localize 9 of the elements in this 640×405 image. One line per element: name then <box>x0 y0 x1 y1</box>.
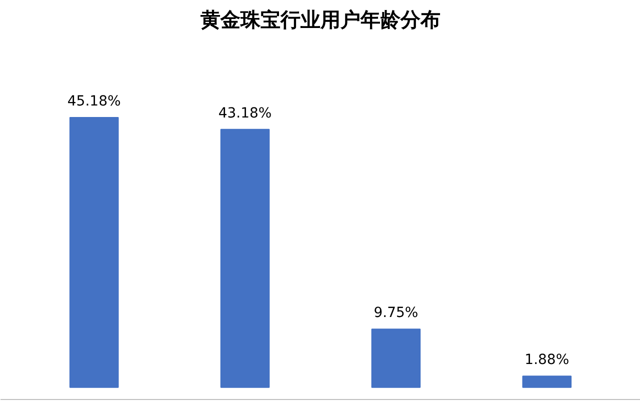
data-label: 9.75% <box>374 305 418 322</box>
bar <box>69 116 119 388</box>
chart-title: 黄金珠宝行业用户年龄分布 <box>200 8 440 32</box>
data-label: 1.88% <box>524 352 570 368</box>
data-label: 45.18% <box>67 93 121 110</box>
bar <box>220 128 270 388</box>
bar <box>371 328 421 388</box>
data-label: 43.18% <box>218 105 272 122</box>
bar <box>522 376 572 388</box>
